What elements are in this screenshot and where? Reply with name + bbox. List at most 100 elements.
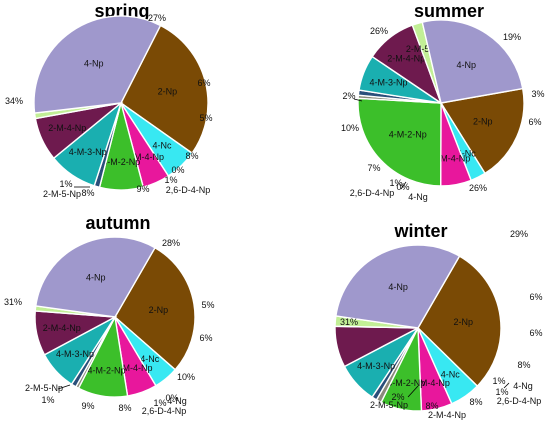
outer-label-summer-2: 6% (528, 117, 541, 127)
outer-label-winter-3: 8% (517, 360, 530, 370)
leader-line-autumn-0 (57, 384, 71, 390)
outer-label-autumn-11: 2-M-5-Np (25, 383, 63, 393)
pie-slice-spring-2-np (120, 24, 209, 155)
outer-label-winter-6: 1% (495, 387, 508, 397)
outer-label-summer-8: 7% (367, 163, 380, 173)
pie-slice-summer-4-m-2-np (357, 97, 442, 187)
outer-label-winter-7: 2,6-D-4-Np (497, 396, 542, 406)
slice-label-autumn-6: 4-M-3-Np (56, 349, 94, 359)
leader-line-winter-0 (407, 385, 419, 398)
slice-label-summer-6: 4-M-3-Np (369, 77, 407, 87)
pie-slice-autumn-2-np (114, 246, 196, 371)
outer-label-spring-7: 9% (136, 184, 149, 194)
outer-label-winter-13: 31% (340, 317, 358, 327)
outer-label-autumn-9: 9% (81, 401, 94, 411)
outer-label-autumn-7: 2,6-D-4-Np (142, 406, 187, 416)
outer-label-spring-6: 2,6-D-4-Np (166, 185, 211, 195)
slice-label-autumn-7: 2-M-4-Np (43, 323, 81, 333)
outer-label-winter-4: 1% (492, 376, 505, 386)
slice-label-summer-7: 2-M-4-Np (387, 54, 425, 64)
outer-label-summer-4: 4-Ng (408, 192, 428, 202)
slice-label-summer-2: 3-M-4-Np (432, 154, 470, 164)
slice-label-autumn-2: 3-M-4-Np (114, 363, 152, 373)
slice-label-autumn-0: 2-Np (149, 305, 169, 315)
outer-label-spring-10: 2-M-5-Np (43, 189, 81, 199)
outer-label-autumn-10: 1% (41, 395, 54, 405)
outer-label-spring-11: 34% (5, 96, 23, 106)
slice-label-winter-3: 4-M-2-Np (387, 378, 425, 388)
outer-label-autumn-1: 5% (201, 300, 214, 310)
slice-label-winter-6: 4-M-3-Np (357, 361, 395, 371)
slice-label-autumn-9: 4-Np (86, 273, 106, 283)
outer-label-winter-2: 6% (529, 328, 542, 338)
pie-chart-winter: 2-Np 4-Nc3-M-4-Np4-M-2-Np 4-M-3-Np 4-Np 29% 6… (334, 229, 543, 420)
slice-label-summer-0: 2-Np (473, 117, 493, 127)
slice-label-winter-1: 4-Nc (441, 369, 461, 379)
outer-label-spring-3: 8% (185, 151, 198, 161)
pie-title-summer: summer (414, 1, 484, 21)
slice-label-summer-1: 4-Nc (457, 148, 477, 158)
outer-label-autumn-6: 1% (153, 398, 166, 408)
outer-label-autumn-8: 8% (118, 403, 131, 413)
outer-label-autumn-2: 6% (199, 333, 212, 343)
slice-label-autumn-1: 4-Nc (140, 354, 160, 364)
slice-label-spring-0: 2-Np (158, 87, 178, 97)
pie-chart-summer: 2-Np 4-Nc3-M-4-Np 4-M-2-Np 4-M-3-Np 2-M-4-Np… (341, 19, 545, 202)
outer-label-summer-11: 26% (370, 26, 388, 36)
slice-label-summer-3: 4-M-2-Np (389, 129, 427, 139)
outer-label-winter-9: 8% (425, 401, 438, 411)
outer-label-spring-9: 1% (59, 179, 72, 189)
outer-label-winter-11: 2% (391, 392, 404, 402)
pie-slice-spring-4-np (33, 15, 162, 114)
pie-title-autumn: autumn (86, 213, 151, 233)
outer-label-summer-9: 10% (341, 123, 359, 133)
outer-label-summer-6: 1% (389, 178, 402, 188)
pie-chart-spring: 2-Np 4-Nc3-M-4-Np4-M-2-Np4-M-3-Np 2-M-4-Np… (5, 13, 213, 199)
slice-label-spring-1: 4-Nc (152, 141, 172, 151)
outer-label-winter-5: 4-Ng (513, 381, 533, 391)
pie-slice-summer-2-np (439, 87, 525, 175)
outer-label-spring-4: 0% (171, 165, 184, 175)
slice-label-winter-0: 2-Np (453, 317, 473, 327)
pie-slice-autumn-4-np (34, 236, 156, 318)
outer-label-summer-10: 2% (342, 91, 355, 101)
slice-label-winter-2: 3-M-4-Np (412, 378, 450, 388)
leader-line-winter-1 (503, 382, 510, 389)
outer-label-winter-10: 2-M-4-Np (428, 410, 466, 420)
outer-label-winter-8: 8% (469, 397, 482, 407)
outer-label-autumn-3: 10% (177, 372, 195, 382)
outer-label-spring-8: 8% (81, 188, 94, 198)
outer-label-autumn-4: 0% (165, 393, 178, 403)
outer-label-summer-3: 26% (469, 183, 487, 193)
outer-label-summer-1: 3% (531, 89, 544, 99)
outer-label-spring-0: 27% (148, 13, 166, 23)
outer-label-winter-1: 6% (529, 292, 542, 302)
outer-label-autumn-0: 28% (162, 238, 180, 248)
slice-label-spring-6: 2-M-4-Np (48, 123, 86, 133)
pie-title-spring: spring (94, 1, 149, 21)
outer-label-autumn-12: 31% (4, 297, 22, 307)
slice-label-spring-3: 4-M-2-Np (102, 157, 140, 167)
slice-label-spring-2: 3-M-4-Np (126, 152, 164, 162)
pie-chart-autumn: 2-Np 4-Nc3-M-4-Np4-M-2-Np 4-M-3-Np 2-M-4-Np… (4, 236, 215, 416)
outer-label-summer-0: 19% (503, 32, 521, 42)
pie-slice-winter-4-np (335, 244, 461, 329)
slice-label-winter-9: 4-Np (388, 282, 408, 292)
leader-line-summer-1 (400, 181, 407, 190)
outer-label-spring-1: 6% (197, 78, 210, 88)
leader-line-summer-0 (353, 98, 363, 102)
slice-label-spring-5: 4-M-3-Np (69, 147, 107, 157)
outer-label-autumn-5: 4-Ng (167, 396, 187, 406)
outer-label-summer-7: 2,6-D-4-Np (350, 188, 395, 198)
pie-title-winter: winter (393, 221, 447, 241)
pie-slice-summer-4-np (421, 19, 524, 104)
pie-slice-winter-2-np (417, 255, 502, 388)
outer-label-winter-0: 29% (510, 229, 528, 239)
outer-label-spring-5: 1% (164, 175, 177, 185)
slice-label-summer-8: 2-M-5-Np (406, 44, 444, 54)
slice-label-autumn-3: 4-M-2-Np (87, 366, 125, 376)
outer-label-spring-2: 5% (199, 113, 212, 123)
outer-label-winter-12: 2-M-5-Np (370, 400, 408, 410)
slice-label-spring-8: 4-Np (84, 59, 104, 69)
